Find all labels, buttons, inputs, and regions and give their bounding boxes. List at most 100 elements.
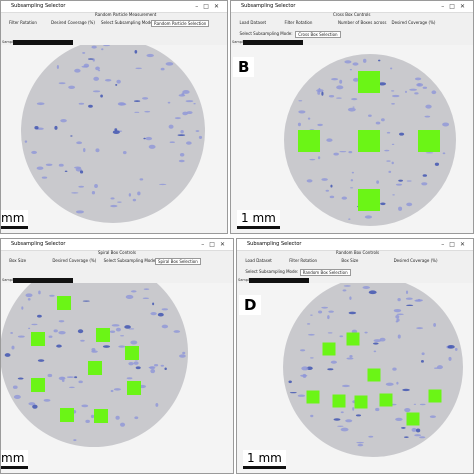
particle [392,367,397,371]
control-label[interactable]: Load Dataset [245,258,272,263]
particle [47,373,53,378]
control-label[interactable]: Select Subsampling Mode: [101,20,155,25]
particle [58,82,66,85]
particle [174,117,181,120]
control-label[interactable]: Desired Coverage (%) [52,258,97,263]
sample-image [231,45,473,233]
controls-heading: Spiral Box Controls [98,250,136,255]
particle [391,102,395,105]
particle [113,388,121,391]
particle [169,141,175,144]
particle [58,320,65,323]
sample-label: Sample [232,40,246,44]
particle [133,100,141,102]
particle [309,158,316,161]
particle [173,330,181,333]
particle [368,114,372,117]
scale-bar: 1 mm [243,450,286,469]
particle [380,118,385,122]
control-label[interactable]: Filter Rotation [9,20,37,25]
particle [25,293,33,298]
control-label[interactable]: Filter Rotation [284,20,313,25]
control-label[interactable]: Desired Coverage (%) [391,20,436,25]
particle [139,178,144,181]
particle [352,77,359,82]
particle [83,147,86,153]
window-title: Subsampling Selector [11,241,66,247]
sample-label: Sample [2,278,16,282]
particle [74,376,78,379]
particle [78,102,85,105]
control-label[interactable]: Select Subsampling Mode: [245,269,299,274]
particle [413,403,417,405]
particle [327,368,334,371]
particle [100,94,103,98]
particle [182,351,186,355]
subsample-box [94,409,108,423]
particle [328,310,334,313]
particle [307,117,311,120]
particle [115,415,120,420]
particle [398,179,403,182]
particle [11,345,15,350]
particle [327,332,333,334]
control-label[interactable]: Load Dataset [239,20,267,25]
particle [80,339,85,342]
sample-label: Sample [2,40,16,44]
particle [180,129,184,134]
particle [364,331,368,334]
particle [82,300,90,302]
control-label[interactable]: Select Subsampling Mode: [239,31,293,36]
particle [368,290,377,295]
control-label[interactable]: Box Size [9,258,27,263]
control-label[interactable]: Number of Boxes across [338,20,387,25]
particle [56,64,59,69]
control-label[interactable]: Box Size [341,258,359,263]
window: Subsampling Selector –□✕ Spiral Box Contro… [0,238,234,474]
particle [135,67,142,70]
particle [34,126,39,130]
particle [21,306,24,310]
particle [318,310,323,314]
particle [178,94,186,97]
subsample-box [88,361,102,375]
particle [95,66,100,71]
particle [333,152,339,156]
particle [132,198,137,202]
controls-heading: Random Particle Measurement [95,12,157,17]
particle [331,77,339,81]
particle [110,204,118,208]
particle [193,103,196,105]
subsample-box [306,390,320,404]
subsample-box [31,378,45,392]
particle [178,159,185,163]
controls: Random Box Controls Load Dataset Filter Ro… [237,250,473,277]
particle [31,323,38,326]
control-label[interactable]: Desired Coverage (%) [51,20,95,25]
subsample-box [358,71,380,93]
control-label[interactable]: Desired Coverage (%) [393,258,438,263]
title-bar: Subsampling Selector –□✕ [237,239,473,251]
particle [160,364,165,367]
particle [317,90,321,95]
particle [38,290,41,295]
particle [308,333,315,336]
controls: Random Particle Measurement Filter Rotati… [1,12,227,39]
particle [352,106,355,108]
particle [161,308,169,311]
mode-dropdown[interactable]: Spiral Box Selection [154,258,201,265]
control-label[interactable]: Filter Rotation [289,258,318,263]
particle [355,414,362,417]
mode-dropdown[interactable]: Random Box Selection [299,269,351,276]
mode-dropdown[interactable]: Cross Box Selection [295,31,341,38]
mode-dropdown[interactable]: Random Particle Selection [151,20,210,27]
particle [111,324,120,327]
window: Subsampling Selector –□✕ Random Particle M… [0,0,228,234]
control-label[interactable]: Select Subsampling Mode: [103,258,157,263]
particle [419,436,426,439]
particle [155,402,159,407]
particle [351,171,354,174]
subsample-box [379,393,393,407]
particle [337,425,344,428]
particle [83,63,90,68]
